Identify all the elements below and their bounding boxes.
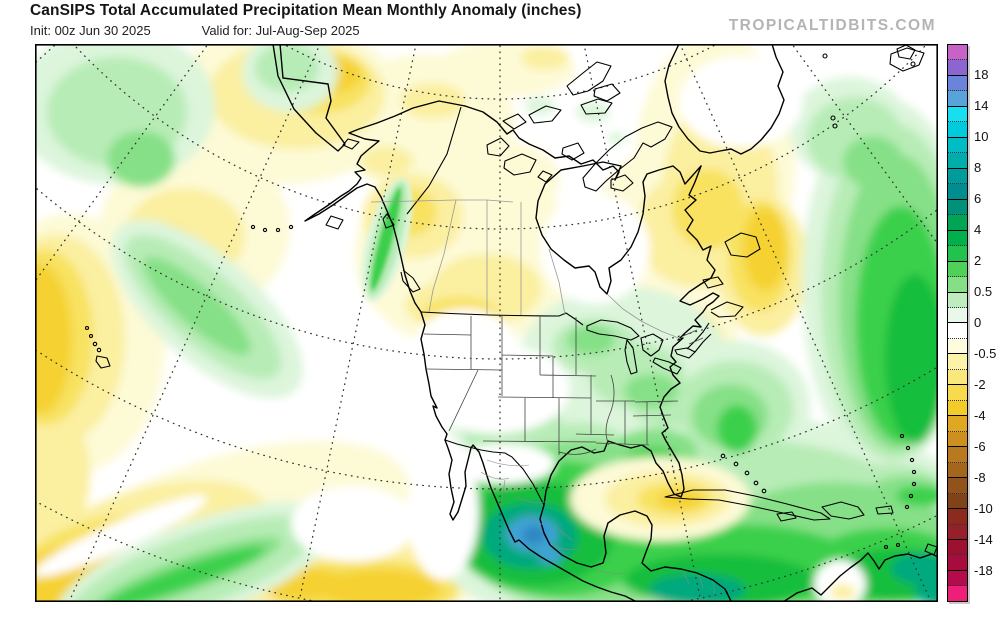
- colorbar-segment: [948, 462, 967, 479]
- colorbar-tick-label: 6: [974, 191, 982, 206]
- colorbar-segment: [948, 447, 967, 463]
- colorbar: [947, 44, 968, 602]
- colorbar-segment: [948, 493, 967, 510]
- colorbar-tick-label: -10: [974, 501, 993, 516]
- colorbar-segment: [948, 354, 967, 370]
- colorbar-segment: [948, 586, 967, 601]
- colorbar-segment: [948, 184, 967, 200]
- watermark: TROPICALTIDBITS.COM: [728, 17, 936, 34]
- colorbar-tick-label: 2: [974, 253, 982, 268]
- colorbar-tick-label: 18: [974, 67, 989, 82]
- valid-time-label: Valid for: Jul-Aug-Sep 2025: [201, 23, 360, 38]
- colorbar-segment: [948, 60, 967, 76]
- colorbar-tick-label: -2: [974, 377, 986, 392]
- colorbar-tick-label: -18: [974, 563, 993, 578]
- colorbar-segment: [948, 215, 967, 231]
- colorbar-segment: [948, 369, 967, 386]
- colorbar-tick-label: 8: [974, 160, 982, 175]
- colorbar-segment: [948, 385, 967, 401]
- colorbar-tick-label: 10: [974, 129, 989, 144]
- colorbar-segment: [948, 292, 967, 308]
- colorbar-tick-label: -4: [974, 408, 986, 423]
- coastal-wet-strip: [361, 177, 413, 303]
- colorbar-segment: [948, 199, 967, 216]
- run-info: Init: 00z Jun 30 2025 Valid for: Jul-Aug…: [30, 23, 360, 38]
- colorbar-segment: [948, 75, 967, 92]
- colorbar-tick-label: -6: [974, 439, 986, 454]
- colorbar-segment: [948, 246, 967, 262]
- colorbar-segment: [948, 416, 967, 432]
- colorbar-tick-label: 14: [974, 98, 989, 113]
- coastlines: [84, 43, 939, 603]
- colorbar-segment: [948, 137, 967, 154]
- colorbar-segment: [948, 122, 967, 138]
- colorbar-segment: [948, 106, 967, 123]
- colorbar-segment: [948, 524, 967, 540]
- political-borders: [370, 106, 716, 595]
- page-title: CanSIPS Total Accumulated Precipitation …: [30, 2, 582, 19]
- colorbar-tick-label: 4: [974, 222, 982, 237]
- colorbar-segment: [948, 478, 967, 494]
- colorbar-segment: [948, 91, 967, 107]
- colorbar-segment: [948, 153, 967, 169]
- map-frame: [35, 44, 939, 603]
- colorbar-segment: [948, 230, 967, 247]
- colorbar-segment: [948, 261, 967, 278]
- colorbar-tick-label: -8: [974, 470, 986, 485]
- colorbar-tick-label: 0: [974, 315, 982, 330]
- colorbar-segment: [948, 400, 967, 417]
- colorbar-segment: [948, 45, 967, 61]
- colorbar-segment: [948, 509, 967, 525]
- colorbar-segment: [948, 431, 967, 448]
- colorbar-segment: [948, 540, 967, 556]
- colorbar-segment: [948, 323, 967, 339]
- colorbar-segment: [948, 277, 967, 293]
- colorbar-segment: [948, 307, 967, 324]
- colorbar-segment: [948, 168, 967, 185]
- colorbar-segment: [948, 555, 967, 571]
- colorbar-tick-label: -0.5: [974, 346, 997, 361]
- colorbar-tick-label: 0.5: [974, 284, 993, 299]
- init-time-label: Init: 00z Jun 30 2025: [30, 23, 151, 38]
- colorbar-segment: [948, 338, 967, 355]
- colorbar-segment: [948, 570, 967, 587]
- colorbar-tick-label: -14: [974, 532, 993, 547]
